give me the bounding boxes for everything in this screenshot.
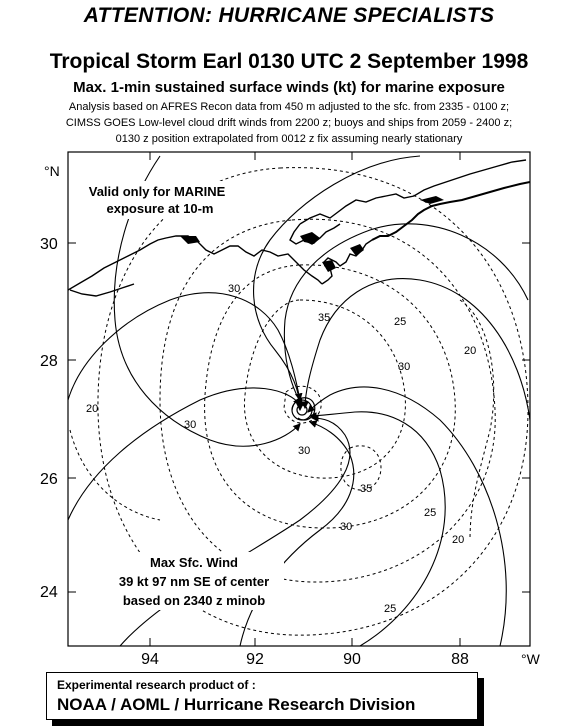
contour-label: 30: [184, 419, 196, 431]
contour-label: 25: [424, 507, 436, 519]
streamlines: [68, 155, 530, 646]
max-wind-note: Max Sfc. Wind 39 kt 97 nm SE of center b…: [104, 552, 284, 610]
page-subtitle: Max. 1-min sustained surface winds (kt) …: [73, 79, 505, 96]
credit-box: Experimental research product of : NOAA …: [46, 672, 478, 720]
isotachs: [69, 167, 529, 636]
analysis-note-3: 0130 z position extrapolated from 0012 z…: [115, 133, 463, 145]
contour-label: 30: [398, 361, 410, 373]
lat-label-26: 26: [40, 471, 58, 488]
contour-label: 20: [452, 534, 464, 546]
max-wind-note-line2: 39 kt 97 nm SE of center: [119, 574, 269, 589]
wind-analysis-map: 94 92 90 88 °W °N 30 28 26 24: [40, 151, 541, 668]
analysis-note-2: CIMSS GOES Low-level cloud drift winds f…: [65, 117, 513, 129]
contour-label: 30: [228, 283, 240, 295]
analysis-note-1: Analysis based on AFRES Recon data from …: [68, 101, 510, 113]
validity-note-line2: exposure at 10-m: [107, 201, 214, 216]
frame-ticks: [68, 152, 530, 646]
contour-label: 30: [298, 445, 310, 457]
lon-label-94: 94: [141, 651, 159, 668]
lat-label-24: 24: [40, 584, 58, 601]
max-wind-note-line3: based on 2340 z minob: [123, 593, 265, 608]
page-title: Tropical Storm Earl 0130 UTC 2 September…: [49, 50, 529, 73]
lon-label-92: 92: [246, 651, 264, 668]
lat-label-30: 30: [40, 236, 58, 253]
validity-note-line1: Valid only for MARINE: [89, 184, 226, 199]
banner-heading: ATTENTION: HURRICANE SPECIALISTS: [83, 4, 495, 27]
contour-labels: 30 35 25 20 30 20 30 30 35 30 25 20 25: [86, 283, 476, 615]
contour-label: 30: [340, 521, 352, 533]
contour-label: 20: [464, 345, 476, 357]
map-frame: [67, 151, 531, 647]
credit-line-2: NOAA / AOML / Hurricane Research Divisio…: [57, 695, 416, 714]
contour-label: 20: [86, 403, 98, 415]
storm-center: [291, 397, 316, 421]
north-unit-label: °N: [44, 163, 60, 179]
coastline: [68, 159, 530, 297]
validity-note: Valid only for MARINE exposure at 10-m: [76, 181, 238, 219]
contour-label: 25: [394, 316, 406, 328]
credit-line-1: Experimental research product of :: [57, 678, 256, 692]
lon-label-88: 88: [451, 651, 469, 668]
contour-label: 25: [384, 603, 396, 615]
lon-label-90: 90: [343, 651, 361, 668]
land-fill: [180, 196, 444, 272]
lat-label-28: 28: [40, 353, 58, 370]
west-unit-label: °W: [521, 651, 541, 667]
max-wind-note-line1: Max Sfc. Wind: [150, 555, 238, 570]
contour-label: 35: [360, 483, 372, 495]
contour-label: 35: [318, 312, 330, 324]
